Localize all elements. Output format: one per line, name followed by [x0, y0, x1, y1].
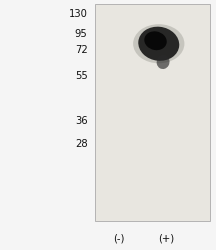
Ellipse shape — [144, 31, 167, 50]
Text: (+): (+) — [158, 234, 174, 244]
Text: 55: 55 — [75, 71, 87, 81]
Ellipse shape — [133, 24, 184, 63]
Text: 130: 130 — [69, 9, 87, 19]
Ellipse shape — [138, 27, 179, 61]
Text: 95: 95 — [75, 29, 87, 39]
Text: 28: 28 — [75, 139, 87, 149]
Text: 36: 36 — [75, 116, 87, 126]
FancyBboxPatch shape — [95, 4, 210, 221]
Ellipse shape — [157, 55, 170, 69]
Text: (-): (-) — [113, 234, 124, 244]
Text: 72: 72 — [75, 45, 87, 55]
